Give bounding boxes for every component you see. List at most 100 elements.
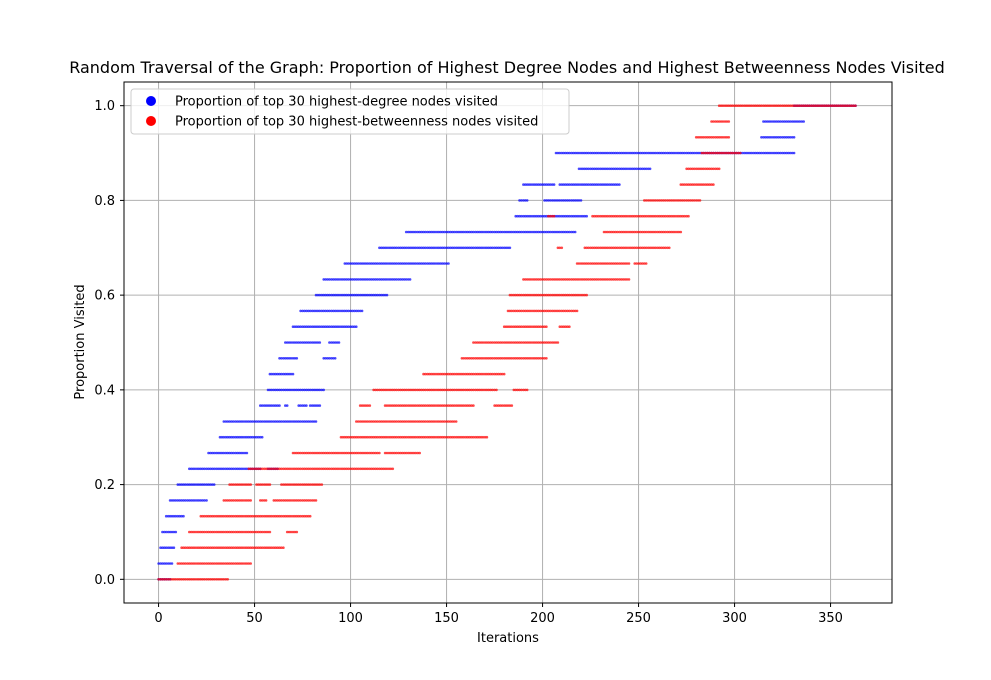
data-point [197, 483, 201, 486]
data-point [345, 325, 349, 329]
data-point [308, 309, 312, 313]
data-point [462, 388, 466, 392]
data-point [462, 246, 466, 250]
data-point [585, 293, 588, 297]
data-point [378, 435, 381, 439]
data-point [506, 341, 510, 344]
data-point [205, 530, 208, 534]
data-point [278, 499, 281, 502]
data-point [516, 388, 519, 392]
data-point [449, 404, 452, 407]
data-point [385, 435, 389, 439]
data-point [234, 546, 237, 549]
data-point [579, 167, 583, 171]
data-point [477, 372, 481, 376]
data-point [224, 499, 228, 502]
data-point [487, 341, 491, 344]
data-point [347, 262, 350, 265]
data-point [418, 451, 422, 455]
data-point [606, 246, 610, 250]
data-point [214, 514, 218, 518]
data-point [558, 183, 562, 186]
data-point [474, 357, 477, 360]
data-point [787, 120, 790, 123]
data-point [335, 293, 339, 297]
data-point [403, 246, 406, 250]
data-point [764, 104, 767, 107]
data-point [476, 435, 479, 439]
data-point [262, 530, 266, 534]
data-point [702, 151, 706, 155]
y-tick-label: 0.0 [94, 573, 115, 588]
data-point [328, 341, 331, 344]
data-point [278, 467, 281, 471]
data-point [414, 388, 418, 392]
data-point [293, 420, 297, 423]
data-point [305, 467, 308, 471]
data-point [610, 167, 613, 171]
data-point [491, 388, 494, 392]
data-point [249, 562, 252, 565]
data-point [310, 388, 314, 392]
data-point [698, 151, 702, 155]
data-point [694, 183, 698, 186]
data-point [356, 451, 360, 455]
data-point [767, 136, 771, 139]
data-point [842, 104, 846, 107]
data-point [380, 262, 383, 265]
data-point [798, 120, 802, 123]
data-point [585, 214, 588, 218]
data-point [389, 451, 393, 455]
data-point [272, 546, 276, 549]
data-point [760, 136, 763, 139]
data-point [253, 514, 256, 518]
data-point [168, 499, 172, 502]
data-point [205, 514, 208, 518]
data-point [481, 388, 485, 392]
data-point [529, 325, 533, 329]
data-point [182, 578, 185, 581]
data-point [318, 388, 322, 392]
data-point [216, 578, 220, 581]
data-point [437, 404, 441, 407]
data-point [754, 104, 757, 107]
data-point [525, 293, 529, 297]
data-point [798, 104, 802, 107]
data-point [164, 530, 168, 534]
data-point [664, 199, 667, 202]
data-point [368, 262, 372, 265]
data-point [418, 420, 422, 423]
data-point [241, 546, 245, 549]
data-point [790, 120, 794, 123]
data-point [443, 372, 446, 376]
data-point [251, 420, 254, 423]
data-point [214, 530, 218, 534]
data-point [343, 262, 347, 265]
data-point [385, 246, 389, 250]
data-point [301, 388, 304, 392]
data-point [276, 388, 279, 392]
data-point [395, 246, 398, 250]
data-point [199, 483, 203, 486]
data-point [332, 325, 335, 329]
data-point [297, 404, 301, 407]
data-point [230, 499, 233, 502]
data-point [677, 199, 681, 202]
data-point [595, 278, 598, 281]
data-point [276, 372, 279, 376]
data-point [694, 151, 698, 155]
data-point [216, 562, 220, 565]
data-point [566, 278, 569, 281]
data-point [562, 199, 565, 202]
data-point [581, 293, 585, 297]
data-point [583, 167, 587, 171]
data-point [721, 104, 725, 107]
data-point [641, 167, 644, 171]
data-point [548, 214, 552, 218]
data-point [209, 578, 212, 581]
data-point [253, 420, 256, 423]
data-point [211, 562, 214, 565]
data-point [539, 357, 542, 360]
legend-marker-betweenness [146, 116, 156, 126]
data-point [535, 293, 539, 297]
